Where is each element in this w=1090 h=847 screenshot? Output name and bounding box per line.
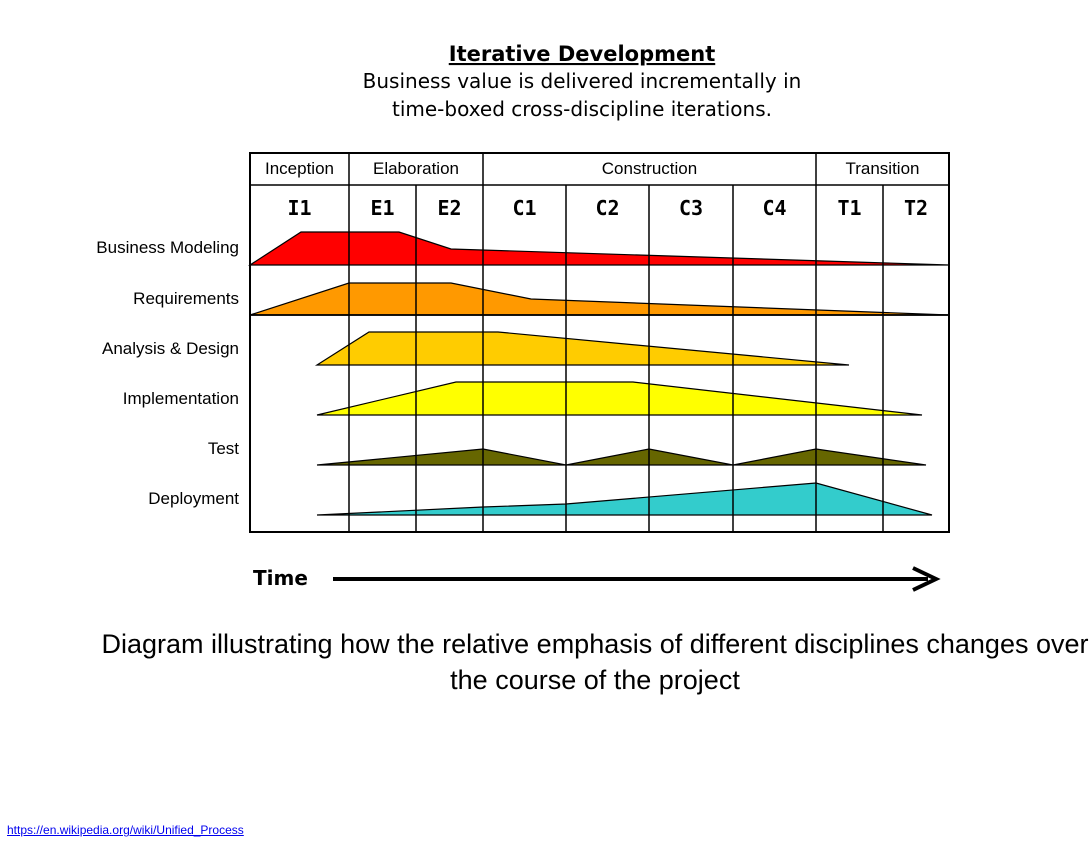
- diagram-subtitle-line-2: time-boxed cross-discipline iterations.: [392, 97, 772, 121]
- diagram-subtitle-line-1: Business value is delivered incrementall…: [363, 69, 802, 93]
- discipline-label: Analysis & Design: [102, 339, 239, 358]
- iteration-label-e1: E1: [370, 196, 394, 220]
- time-arrow: [333, 566, 941, 592]
- diagram-grid: [249, 152, 950, 533]
- iteration-labels: I1 E1 E2 C1 C2 C3 C4 T1 T2: [287, 196, 928, 220]
- iteration-label-i1: I1: [287, 196, 311, 220]
- band-analysis-design: [314, 331, 850, 366]
- discipline-label: Deployment: [148, 489, 239, 508]
- iteration-label-t2: T2: [904, 196, 928, 220]
- discipline-label: Test: [208, 439, 239, 458]
- phase-labels: Inception Elaboration Construction Transiti…: [265, 159, 920, 178]
- phase-label-inception: Inception: [265, 159, 334, 178]
- source-link[interactable]: https://en.wikipedia.org/wiki/Unified_Pr…: [7, 823, 244, 837]
- iteration-label-c3: C3: [679, 196, 703, 220]
- iteration-label-c2: C2: [595, 196, 619, 220]
- phase-label-construction: Construction: [602, 159, 697, 178]
- discipline-bands: [247, 153, 950, 532]
- iteration-label-c4: C4: [762, 196, 786, 220]
- phase-label-transition: Transition: [845, 159, 919, 178]
- band-test: [316, 448, 927, 466]
- band-deployment: [316, 482, 933, 516]
- diagram-caption: Diagram illustrating how the relative em…: [101, 629, 1089, 695]
- discipline-label: Requirements: [133, 289, 239, 308]
- iteration-label-e2: E2: [437, 196, 461, 220]
- discipline-label: Business Modeling: [96, 238, 239, 257]
- diagram-title: Iterative Development: [449, 42, 715, 66]
- discipline-labels: Business Modeling Requirements Analysis & …: [96, 238, 239, 508]
- diagram-table-border: [249, 152, 950, 533]
- iteration-label-c1: C1: [512, 196, 536, 220]
- band-implementation: [316, 381, 923, 416]
- phase-label-elaboration: Elaboration: [373, 159, 459, 178]
- time-label: Time: [253, 566, 308, 590]
- discipline-label: Implementation: [123, 389, 239, 408]
- iteration-label-t1: T1: [837, 196, 861, 220]
